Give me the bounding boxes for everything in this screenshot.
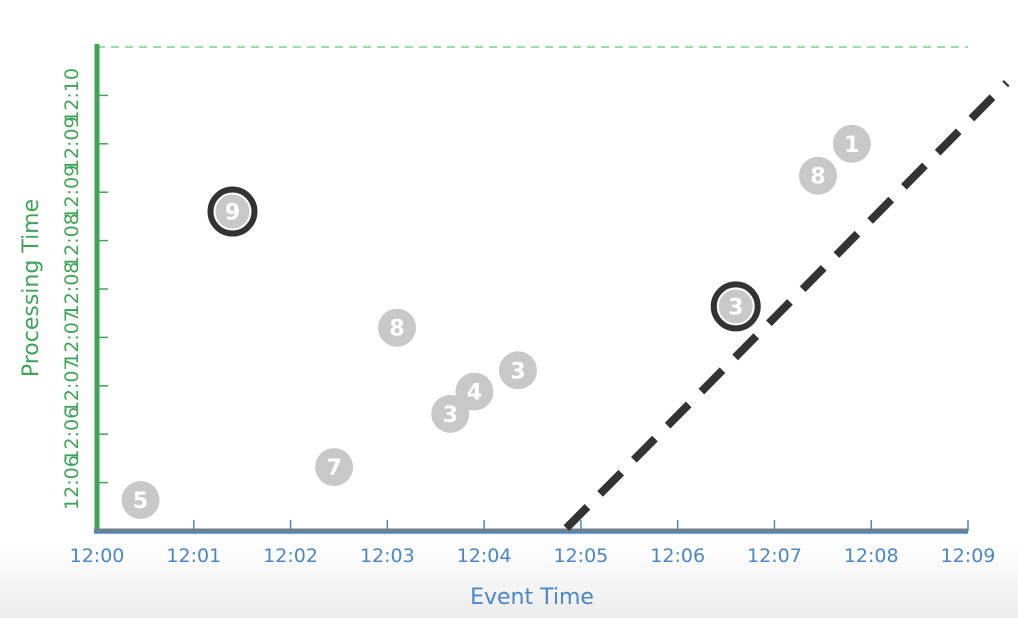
point-marker (431, 394, 470, 433)
point-label: 8 (810, 165, 825, 190)
data-point: 8 (378, 308, 417, 347)
data-point: 4 (455, 372, 494, 411)
data-point: 5 (121, 481, 160, 520)
x-axis-title: Event Time (470, 585, 594, 610)
point-marker (215, 194, 250, 229)
x-tick-label: 12:05 (554, 545, 609, 567)
point-label: 8 (389, 317, 404, 342)
point-marker (378, 308, 417, 347)
x-tick-label: 12:08 (844, 545, 899, 567)
point-label: 9 (225, 201, 240, 226)
data-point: 3 (431, 394, 470, 433)
y-tick-label: 12:07 (61, 358, 83, 413)
y-tick-label: 12:07 (61, 310, 83, 365)
y-tick-label: 12:09 (61, 165, 83, 220)
point-marker (718, 289, 753, 324)
point-marker (798, 156, 837, 195)
point-label: 4 (467, 381, 482, 406)
y-tick-label: 12:08 (61, 213, 83, 268)
x-tick-label: 12:09 (941, 545, 996, 567)
point-label: 3 (510, 359, 525, 384)
point-label: 7 (326, 456, 341, 481)
x-tick-label: 12:06 (650, 545, 705, 567)
y-tick-label: 12:10 (61, 68, 83, 123)
point-marker (315, 448, 354, 487)
data-point: 7 (315, 448, 354, 487)
point-marker (498, 351, 537, 390)
point-marker (121, 481, 160, 520)
highlighted-data-point: 3 (710, 281, 761, 332)
x-tick-label: 12:02 (263, 545, 318, 567)
y-tick-label: 12:06 (61, 407, 83, 462)
y-tick-label: 12:06 (61, 455, 83, 510)
point-label: 5 (133, 489, 148, 514)
point-marker (832, 124, 871, 163)
point-label: 3 (728, 295, 743, 320)
data-point: 3 (498, 351, 537, 390)
y-tick-label: 12:08 (61, 262, 83, 317)
x-tick-label: 12:01 (166, 545, 221, 567)
y-axis-title: Processing Time (19, 199, 44, 377)
watermark-line (563, 80, 1010, 531)
x-tick-label: 12:03 (360, 545, 415, 567)
x-tick-label: 12:04 (457, 545, 512, 567)
x-tick-label: 12:07 (747, 545, 802, 567)
point-label: 1 (844, 133, 859, 158)
x-tick-label: 12:00 (70, 545, 125, 567)
data-point: 8 (798, 156, 837, 195)
point-marker (455, 372, 494, 411)
point-label: 3 (443, 403, 458, 428)
highlighted-data-point: 9 (207, 186, 258, 237)
data-point: 1 (832, 124, 871, 163)
y-tick-label: 12:09 (61, 116, 83, 171)
